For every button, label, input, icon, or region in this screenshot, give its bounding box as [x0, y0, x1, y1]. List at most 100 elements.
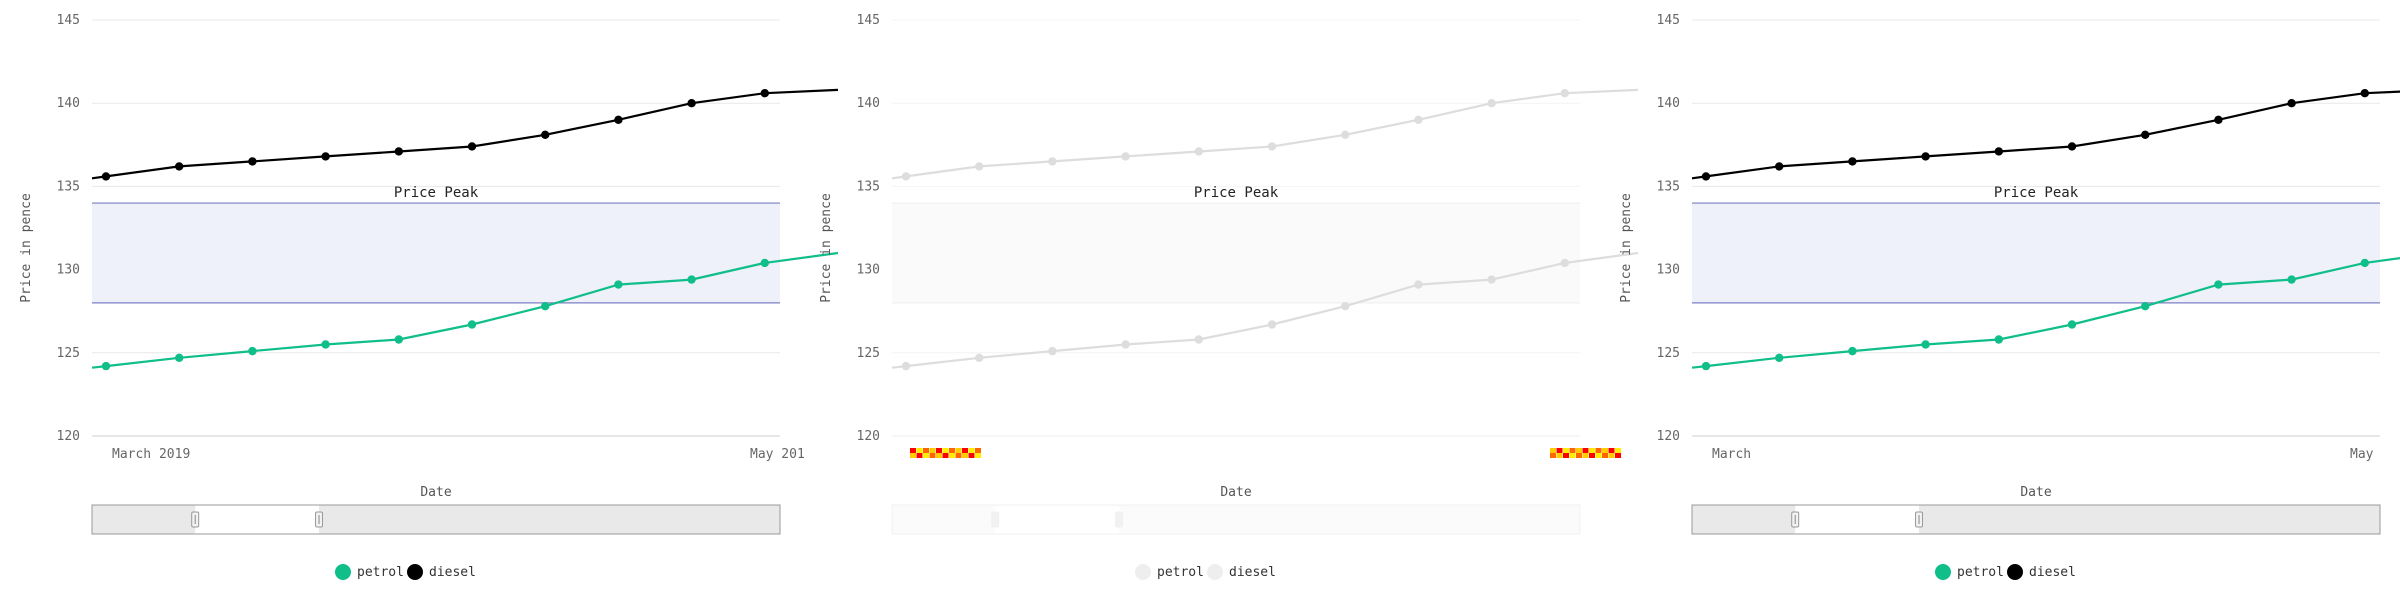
point-petrol-5[interactable]: [1194, 335, 1203, 344]
x-tick-glitch: [1582, 448, 1589, 453]
point-diesel-5[interactable]: [394, 147, 403, 156]
point-diesel-2[interactable]: [175, 162, 184, 171]
point-petrol-6[interactable]: [467, 320, 477, 329]
x-tick-glitch: [910, 448, 916, 453]
point-petrol-1[interactable]: [101, 361, 111, 371]
price-peak-band: [892, 203, 1580, 303]
point-petrol-4[interactable]: [321, 340, 330, 349]
legend-label-diesel[interactable]: diesel: [2029, 565, 2076, 580]
point-diesel-6[interactable]: [467, 142, 477, 151]
legend-marker-diesel[interactable]: [407, 564, 423, 580]
point-diesel-6[interactable]: [2067, 142, 2077, 151]
y-tick-label: 135: [57, 179, 80, 194]
point-petrol-2[interactable]: [1775, 353, 1784, 362]
point-petrol-7[interactable]: [1341, 302, 1350, 311]
point-diesel-4[interactable]: [321, 152, 330, 161]
point-petrol-3[interactable]: [1848, 346, 1857, 356]
point-diesel-5[interactable]: [1994, 147, 2003, 156]
point-diesel-8[interactable]: [614, 115, 623, 125]
point-petrol-3[interactable]: [1048, 346, 1057, 356]
point-diesel-10[interactable]: [1560, 89, 1569, 98]
point-petrol-9[interactable]: [1487, 275, 1496, 284]
point-petrol-7[interactable]: [2141, 302, 2150, 311]
legend-label-diesel[interactable]: diesel: [429, 565, 476, 580]
point-diesel-1[interactable]: [1701, 172, 1711, 181]
chart-panel-1: 120 125 130 135 140 145 Price Peak March 2019 Ma…: [19, 13, 839, 580]
point-petrol-6[interactable]: [2067, 320, 2077, 329]
point-petrol-4[interactable]: [1121, 340, 1130, 349]
band-label: Price Peak: [1194, 185, 1279, 201]
point-diesel-1[interactable]: [101, 172, 111, 181]
point-diesel-7[interactable]: [1341, 130, 1350, 140]
x-tick-glitch: [962, 453, 968, 458]
legend-marker-petrol[interactable]: [335, 564, 351, 580]
point-petrol-5[interactable]: [394, 335, 403, 344]
y-tick-label: 145: [857, 13, 880, 28]
band-label: Price Peak: [394, 185, 479, 201]
point-diesel-3[interactable]: [1848, 157, 1857, 166]
point-petrol-9[interactable]: [2287, 275, 2296, 284]
point-petrol-1[interactable]: [1701, 361, 1711, 371]
legend-marker-diesel[interactable]: [2007, 564, 2023, 580]
x-tick-glitch: [1556, 453, 1563, 458]
point-petrol-10[interactable]: [760, 258, 769, 268]
point-petrol-10[interactable]: [2360, 258, 2369, 268]
series-line-diesel: [891, 88, 1639, 180]
price-peak-band: [1692, 203, 2380, 303]
legend-marker-diesel[interactable]: [1207, 564, 1223, 580]
x-tick-glitch: [1589, 453, 1595, 458]
x-tick-glitch: [929, 448, 936, 453]
point-petrol-8[interactable]: [1414, 280, 1423, 289]
x-tick-glitch: [910, 453, 916, 458]
point-petrol-10[interactable]: [1560, 258, 1569, 268]
point-diesel-7[interactable]: [541, 130, 550, 140]
legend-label-diesel[interactable]: diesel: [1229, 565, 1276, 580]
point-diesel-7[interactable]: [2141, 130, 2150, 140]
point-petrol-2[interactable]: [975, 353, 984, 362]
point-diesel-2[interactable]: [975, 162, 984, 171]
legend-label-petrol[interactable]: petrol: [357, 565, 404, 580]
point-petrol-3[interactable]: [248, 346, 257, 356]
series-line-diesel: [91, 88, 839, 180]
point-petrol-8[interactable]: [614, 280, 623, 289]
x-tick-glitch: [968, 453, 975, 458]
x-tick-glitch: [1589, 448, 1595, 453]
point-petrol-8[interactable]: [2214, 280, 2223, 289]
point-diesel-2[interactable]: [1775, 162, 1784, 171]
navigator-window[interactable]: [995, 505, 1120, 534]
band-label: Price Peak: [1994, 185, 2079, 201]
x-tick-glitch: [916, 453, 923, 458]
point-petrol-5[interactable]: [1994, 335, 2003, 344]
x-tick-glitch: [962, 448, 968, 453]
legend-marker-petrol[interactable]: [1935, 564, 1951, 580]
point-diesel-4[interactable]: [1921, 152, 1930, 161]
point-diesel-8[interactable]: [2214, 115, 2223, 125]
point-diesel-4[interactable]: [1121, 152, 1130, 161]
navigator-window[interactable]: [195, 505, 320, 534]
point-diesel-8[interactable]: [1414, 115, 1423, 125]
point-petrol-7[interactable]: [541, 302, 550, 311]
x-tick-glitch: [949, 448, 955, 453]
x-tick-glitch: [1608, 453, 1615, 458]
point-diesel-9[interactable]: [1487, 99, 1496, 108]
point-diesel-10[interactable]: [2360, 89, 2369, 98]
point-petrol-2[interactable]: [175, 353, 184, 362]
point-petrol-6[interactable]: [1267, 320, 1277, 329]
y-axis-title: Price in pence: [19, 193, 34, 303]
point-diesel-5[interactable]: [1194, 147, 1203, 156]
point-diesel-3[interactable]: [248, 157, 257, 166]
point-petrol-1[interactable]: [901, 361, 911, 371]
point-diesel-3[interactable]: [1048, 157, 1057, 166]
point-petrol-9[interactable]: [687, 275, 696, 284]
navigator-window[interactable]: [1795, 505, 1920, 534]
point-diesel-1[interactable]: [901, 172, 911, 181]
legend-label-petrol[interactable]: petrol: [1957, 565, 2004, 580]
point-diesel-9[interactable]: [2287, 99, 2296, 108]
x-tick-glitch: [1556, 448, 1563, 453]
legend-label-petrol[interactable]: petrol: [1157, 565, 1204, 580]
point-diesel-10[interactable]: [760, 89, 769, 98]
point-petrol-4[interactable]: [1921, 340, 1930, 349]
point-diesel-6[interactable]: [1267, 142, 1277, 151]
point-diesel-9[interactable]: [687, 99, 696, 108]
legend-marker-petrol[interactable]: [1135, 564, 1151, 580]
